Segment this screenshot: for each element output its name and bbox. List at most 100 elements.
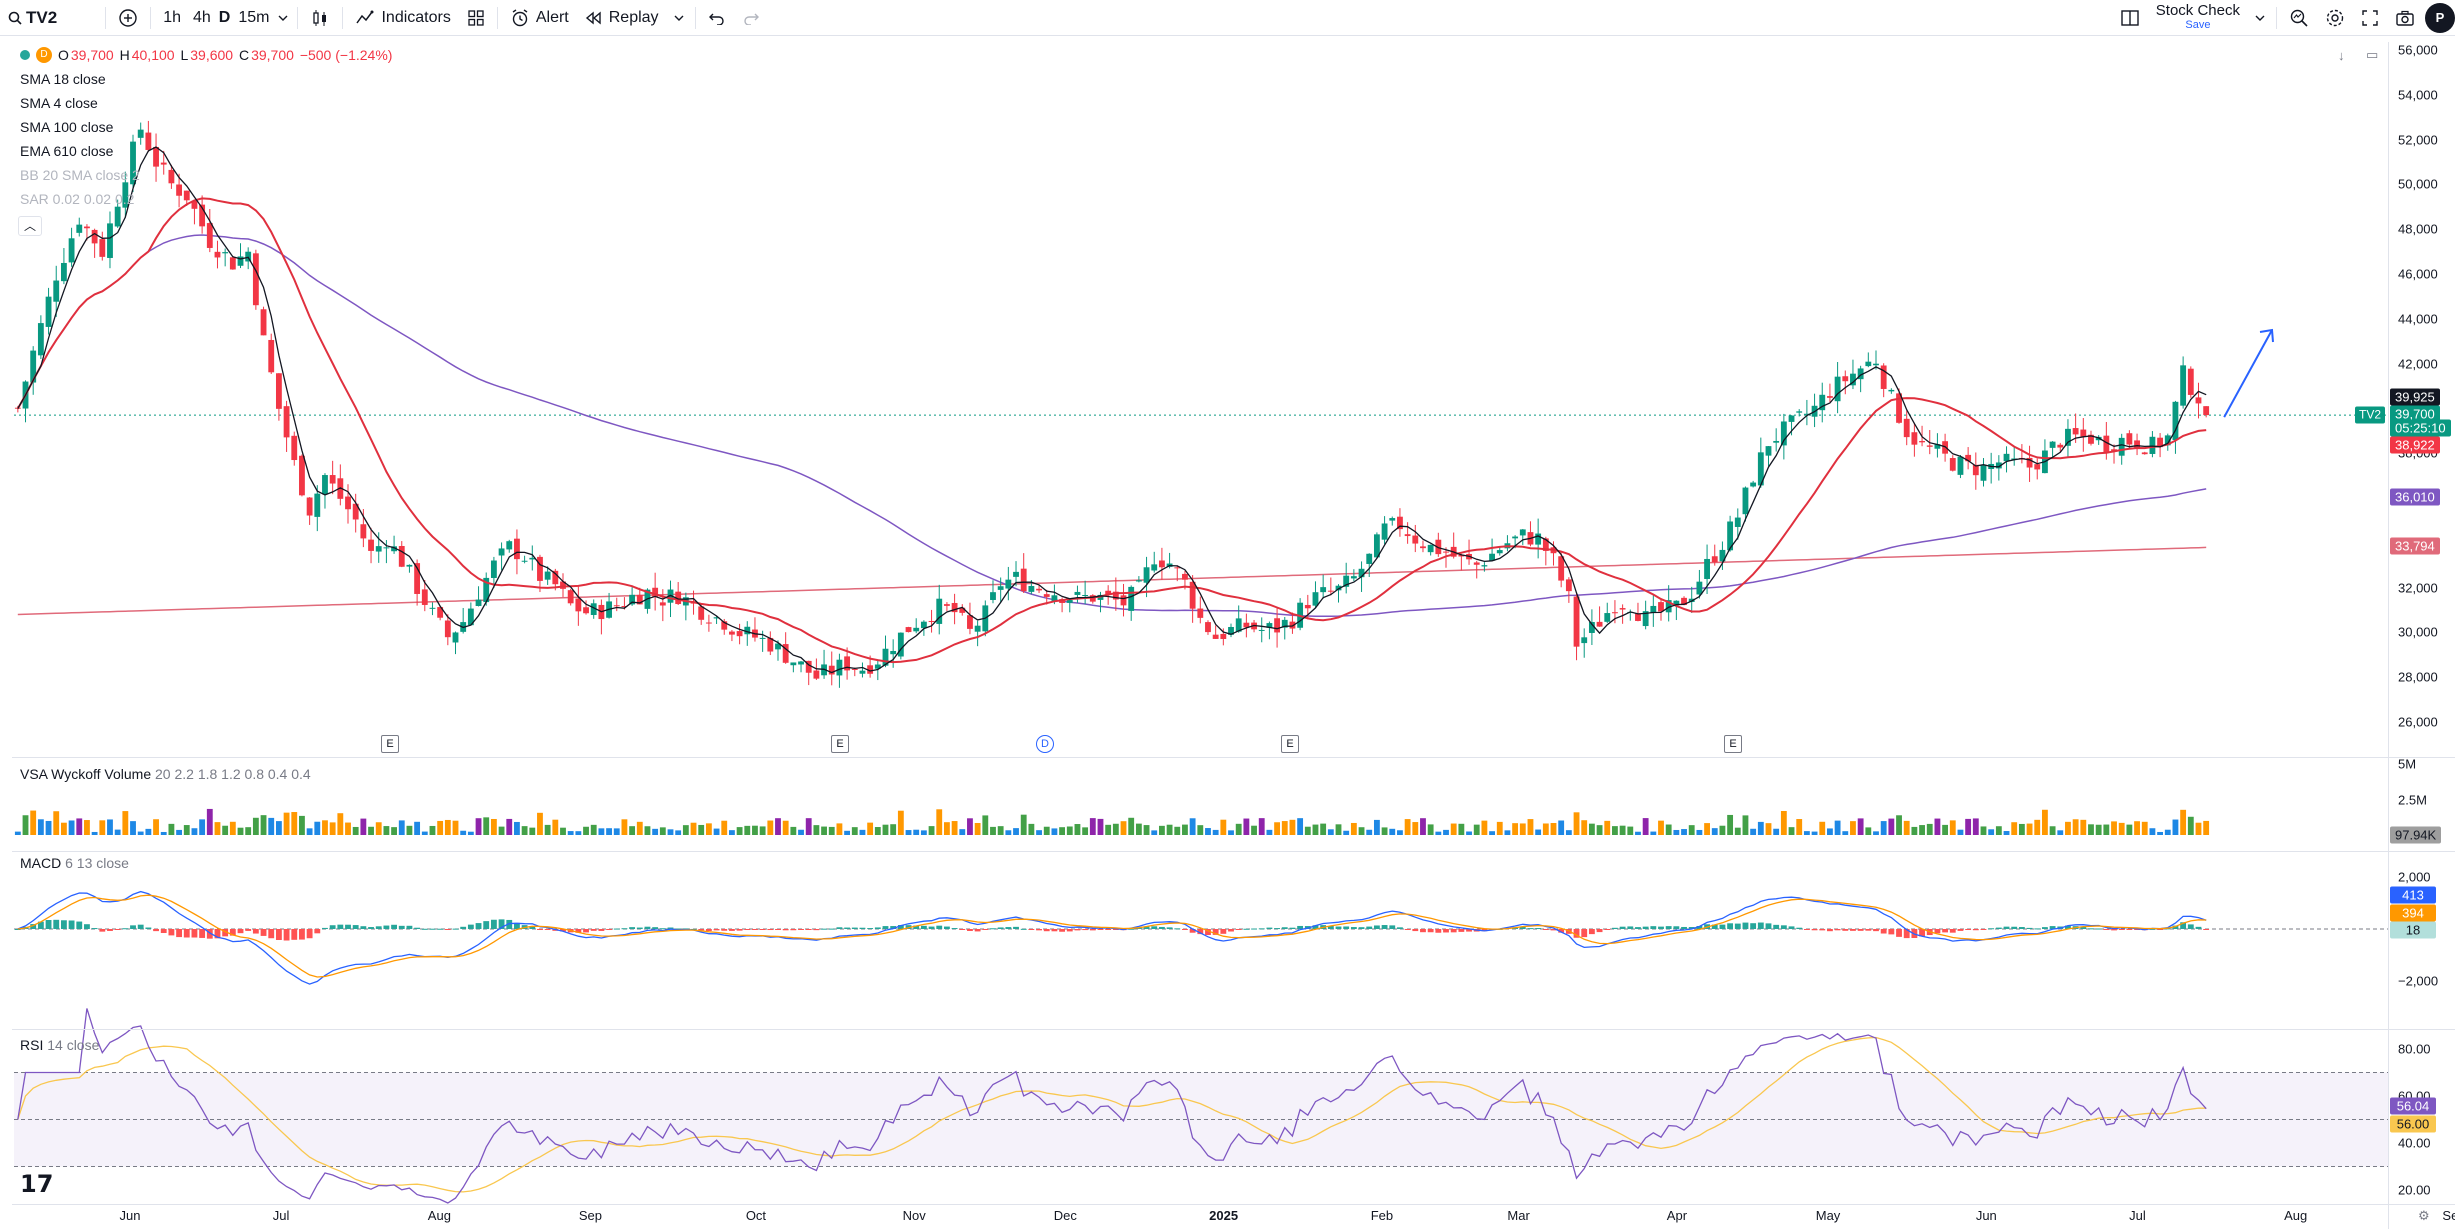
close-value: 39,700 [251,47,294,63]
candle-body [2034,464,2041,470]
replay-button[interactable]: Replay [577,0,667,36]
volume-bar [1274,822,1281,835]
profile-button[interactable]: P [2423,0,2455,36]
macd-histogram-bar [1135,927,1142,929]
earnings-marker[interactable]: E [381,735,399,753]
legend-ema610[interactable]: EMA 610 close [20,143,114,159]
macd-histogram-bar [2187,924,2194,929]
volume-bar [160,831,167,835]
gear-icon[interactable]: ⚙ [2418,1208,2430,1223]
layout-select-button[interactable] [2112,0,2148,36]
pane-separator[interactable] [12,851,2455,852]
macd-histogram-bar [2172,925,2179,929]
candle-body [1197,608,1204,618]
alert-button[interactable]: Alert [502,0,577,36]
collapse-legend-button[interactable]: ︿ [18,216,42,236]
macd-histogram-bar [2088,928,2094,930]
legend-sma4[interactable]: SMA 4 close [20,95,98,111]
legend-bb[interactable]: BB 20 SMA close 2 [20,167,140,183]
redo-button[interactable] [734,0,768,36]
volume-bar [1151,830,1158,835]
dividend-marker[interactable]: D [1036,735,1054,753]
templates-button[interactable] [459,0,493,36]
layout-name-button[interactable]: Stock Check Save [2148,0,2248,36]
macd-histogram-bar [2034,928,2041,930]
tradingview-logo[interactable]: 17 [20,1170,54,1198]
volume-bar [1397,830,1403,835]
compare-symbol-button[interactable] [110,0,146,36]
earnings-marker[interactable]: E [1724,735,1742,753]
macd-histogram-bar [1358,927,1365,929]
symbol-search[interactable]: TV2 [0,0,65,36]
layout-dropdown[interactable] [2248,0,2272,36]
replay-dropdown[interactable] [667,0,691,36]
macd-histogram-bar [275,929,282,940]
macd-histogram-bar [1266,927,1273,929]
volume-bar [30,810,37,835]
interval-4h[interactable]: 4h [192,8,211,26]
change-value: −500 (−1.24%) [299,47,393,63]
candle-body [391,546,397,552]
legend-sma18[interactable]: SMA 18 close [20,71,106,87]
candle-body [1366,553,1373,564]
earnings-marker[interactable]: E [1281,735,1299,753]
fullscreen-button[interactable] [2353,0,2387,36]
interval-dropdown[interactable] [273,0,293,36]
legend-sar[interactable]: SAR 0.02 0.02 0.2 [20,191,135,207]
volume-bar [107,819,113,835]
candle-body [1650,605,1657,613]
volume-bar [1089,818,1096,835]
macd-histogram-bar [1243,928,1250,930]
candle-body [775,643,781,650]
macd-histogram-bar [460,926,467,929]
undo-button[interactable] [700,0,734,36]
interval-d[interactable]: D [218,8,231,26]
volume-bar [1074,824,1081,835]
volume-bar [368,826,374,835]
candle-body [199,204,206,227]
volume-bar [1158,825,1165,835]
download-icon[interactable]: ↓ [2338,48,2345,63]
indicators-button[interactable]: Indicators [347,0,458,36]
settings-button[interactable] [2317,0,2353,36]
quick-search-button[interactable] [2281,0,2317,36]
volume-bar [1727,814,1734,835]
volume-bar [928,826,935,835]
candle-body [1358,568,1365,578]
macd-histogram-bar [1734,923,1741,929]
candle-body [191,200,198,209]
volume-bar [1850,821,1856,835]
volume-bar [1949,820,1956,835]
volume-bar [698,824,705,835]
macd-histogram-bar [1650,926,1657,929]
snapshot-button[interactable] [2387,0,2423,36]
macd-histogram-bar [943,926,950,929]
candle-body [1281,619,1288,628]
interval-15m[interactable]: 15m [238,8,270,26]
macd-histogram-bar [145,927,152,929]
macd-histogram-bar [76,921,83,929]
candle-body [544,571,551,580]
chart-type-button[interactable] [302,0,338,36]
macd-histogram-bar [1466,929,1472,932]
volume-bar [114,829,121,835]
volume-bar [1343,830,1350,835]
maximize-pane-icon[interactable]: ▭ [2366,47,2379,62]
pane-separator[interactable] [12,757,2455,758]
macd-histogram-bar [260,929,267,936]
undo-icon [708,11,726,25]
macd-histogram-bar [99,929,106,932]
candle-body [759,637,766,639]
candle-body [137,129,144,138]
pane-separator[interactable] [12,1029,2455,1030]
interval-1h[interactable]: 1h [163,8,181,26]
legend-sma100[interactable]: SMA 100 close [20,119,114,135]
macd-histogram-bar [1082,929,1089,931]
candle-body [1896,393,1902,423]
volume-bar [1312,824,1319,835]
earnings-marker[interactable]: E [831,735,849,753]
candle-body [352,503,359,520]
macd-histogram-bar [1811,929,1818,931]
replay-label: Replay [608,8,659,26]
